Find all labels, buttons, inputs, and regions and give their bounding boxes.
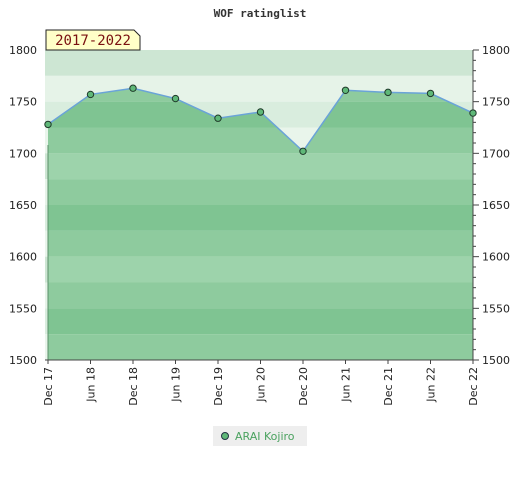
data-point <box>427 90 433 96</box>
area-band <box>45 308 473 334</box>
area-band <box>45 257 473 283</box>
data-point <box>470 110 476 116</box>
x-tick-label: Dec 19 <box>212 367 225 406</box>
x-tick-label: Dec 21 <box>382 367 395 406</box>
x-tick-label: Dec 20 <box>297 367 310 406</box>
x-tick-label: Jun 19 <box>170 367 183 403</box>
band <box>45 50 473 76</box>
y-tick-label-left: 1600 <box>9 251 37 264</box>
y-tick-label-right: 1500 <box>482 354 510 367</box>
x-tick-label: Dec 17 <box>42 367 55 406</box>
data-point <box>300 148 306 154</box>
chart-title: WOF ratinglist <box>214 7 307 20</box>
area-band <box>45 128 473 154</box>
data-point <box>130 85 136 91</box>
y-axis-left: 1500 1550 1600 1650 1700 1750 1800 <box>9 44 37 367</box>
data-point <box>45 121 51 127</box>
y-tick-label-right: 1650 <box>482 199 510 212</box>
area-band <box>45 205 473 231</box>
data-point <box>87 91 93 97</box>
y-tick-label-right: 1600 <box>482 251 510 264</box>
data-point <box>215 115 221 121</box>
y-tick-label-right: 1550 <box>482 302 510 315</box>
area-band <box>45 179 473 205</box>
period-badge: 2017-2022 <box>46 30 140 50</box>
y-tick-label-left: 1750 <box>9 96 37 109</box>
x-axis: Dec 17 Jun 18 Dec 18 Jun 19 Dec 19 Jun 20 Dec … <box>42 360 480 406</box>
legend-marker-icon <box>221 432 229 440</box>
y-tick-label-left: 1700 <box>9 147 37 160</box>
y-tick-label-right: 1700 <box>482 147 510 160</box>
x-tick-label: Jun 22 <box>425 367 438 403</box>
y-tick-label-right: 1750 <box>482 96 510 109</box>
data-point <box>342 87 348 93</box>
y-tick-label-left: 1500 <box>9 354 37 367</box>
data-point <box>385 89 391 95</box>
x-tick-label: Jun 20 <box>255 367 268 403</box>
area-band <box>45 153 473 179</box>
y-tick-label-left: 1550 <box>9 302 37 315</box>
y-tick-label-right: 1800 <box>482 44 510 57</box>
data-point <box>257 109 263 115</box>
y-axis-right: 1500 1550 1600 1650 1700 1750 1800 <box>473 44 510 367</box>
x-tick-label: Dec 22 <box>467 367 480 406</box>
legend: ARAI Kojiro <box>213 426 307 446</box>
x-tick-label: Dec 18 <box>127 367 140 406</box>
area-band <box>45 283 473 309</box>
area-band <box>45 334 473 360</box>
y-tick-label-left: 1650 <box>9 199 37 212</box>
period-badge-text: 2017-2022 <box>55 33 131 49</box>
legend-label: ARAI Kojiro <box>235 430 295 443</box>
x-tick-label: Jun 18 <box>85 367 98 403</box>
x-tick-label: Jun 21 <box>340 367 353 403</box>
y-tick-label-left: 1800 <box>9 44 37 57</box>
area-band <box>45 231 473 257</box>
data-point <box>172 95 178 101</box>
